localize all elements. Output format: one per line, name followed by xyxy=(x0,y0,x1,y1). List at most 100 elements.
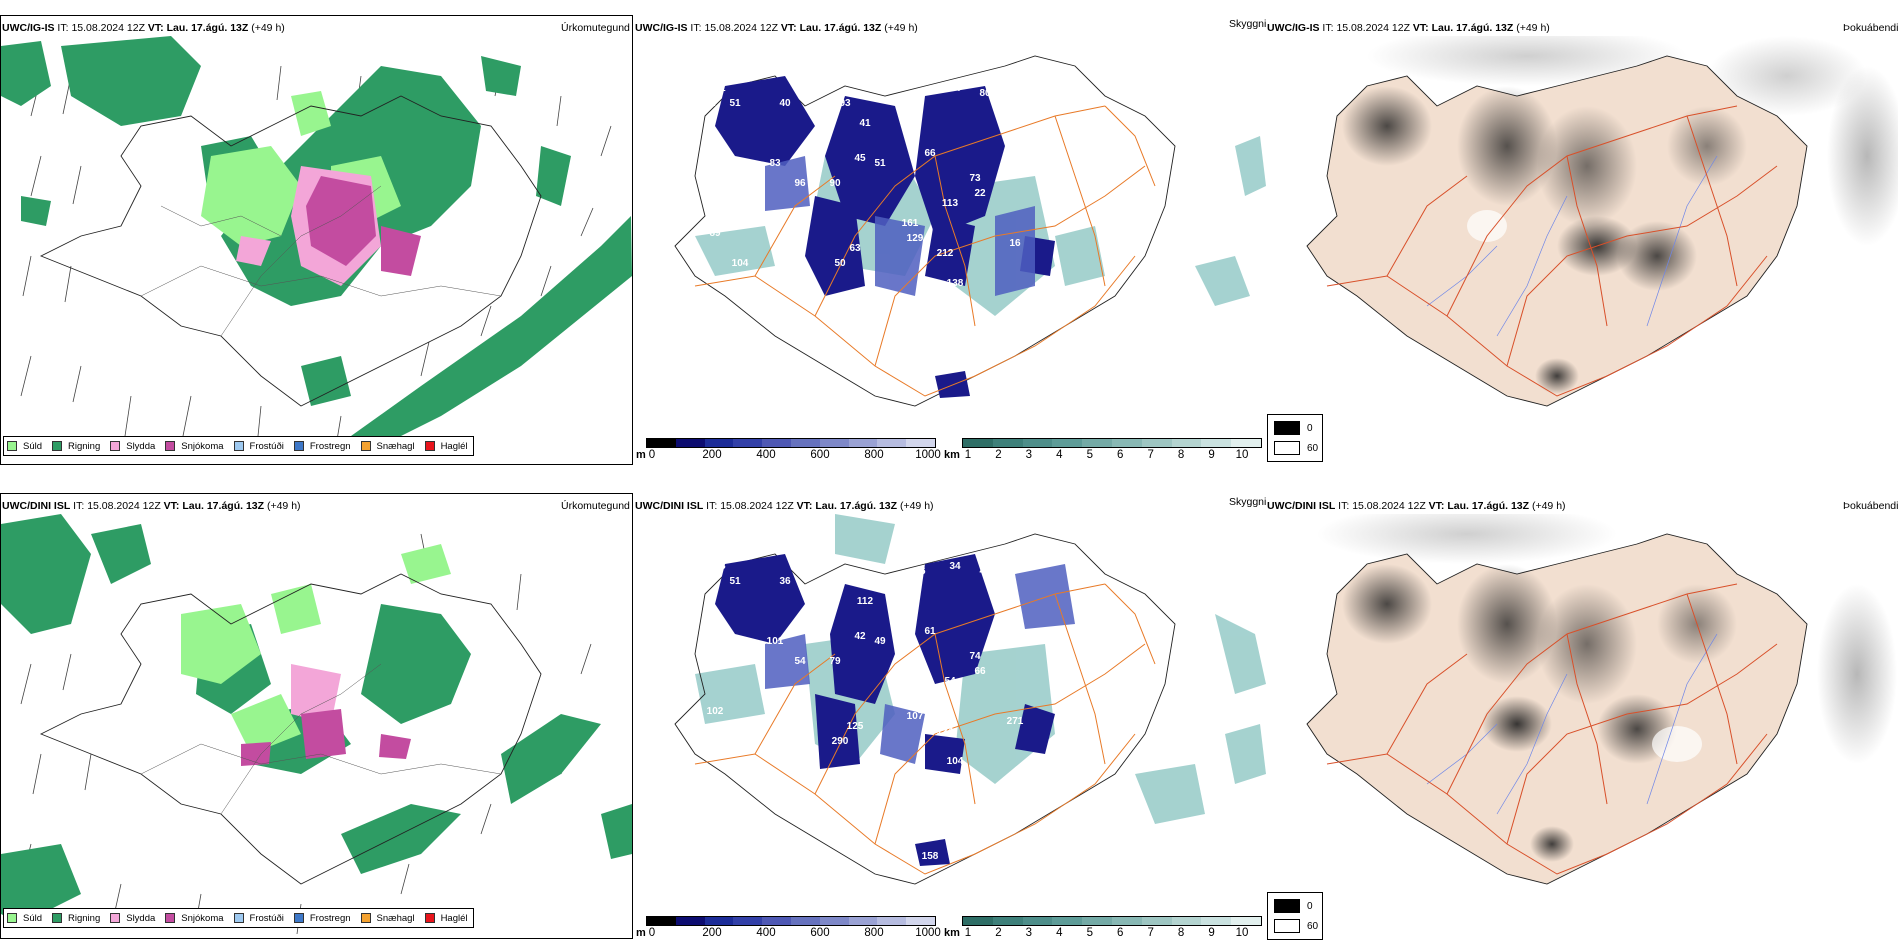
scale-color-cell xyxy=(1201,917,1232,925)
fog-header: UWC/IG-IS IT: 15.08.2024 12Z VT: Lau. 17… xyxy=(1267,22,1550,34)
legend-item: Frostúði xyxy=(233,913,284,924)
scale-tick-label: 1 xyxy=(964,927,972,939)
cloud-base-value: 22 xyxy=(974,188,986,199)
legend-swatch xyxy=(233,913,244,923)
cloudbase-scale: m 0 200 400 600 800 1000 xyxy=(636,916,941,942)
scale-tick-label: 800 xyxy=(864,927,884,939)
low-cloud-areas xyxy=(715,76,1055,398)
cloud-base-value: 40 xyxy=(779,98,791,109)
scale-color-cell xyxy=(1171,917,1202,925)
scale-tick-label: 600 xyxy=(810,927,830,939)
scale-color-cell xyxy=(963,917,993,925)
scale-color-cell xyxy=(704,917,734,925)
cloud-base-value: 41 xyxy=(1089,536,1101,547)
scale-tick-label: 2 xyxy=(995,927,1002,939)
roads xyxy=(694,105,1156,397)
cloud-base-value: 74 xyxy=(969,651,981,662)
fog-legend-swatch xyxy=(1274,899,1300,913)
cloud-header: UWC/IG-IS IT: 15.08.2024 12Z VT: Lau. 17… xyxy=(635,22,918,34)
cloud-base-value: 212 xyxy=(937,248,954,259)
legend-swatch xyxy=(52,913,63,923)
roads xyxy=(694,583,1156,875)
legend-swatch xyxy=(424,913,435,923)
scale-tick-label: 600 xyxy=(810,449,830,461)
precip-legend: Súld Rigning Slydda Snjókoma Frostúði Fr… xyxy=(3,436,474,456)
fog-legend-swatch xyxy=(1274,421,1300,435)
cloud-base-value: 54 xyxy=(944,676,956,687)
cloud-base-value: 63 xyxy=(849,243,861,254)
scale-color-cell xyxy=(1231,917,1261,925)
scale-color-cell xyxy=(992,439,1023,447)
cloudbase-scale-bar xyxy=(646,916,936,926)
cloud-base-value: 125 xyxy=(847,721,864,732)
scale-tick-label: 1 xyxy=(964,449,972,461)
scale-color-cell xyxy=(647,917,676,925)
cloud-base-value: 112 xyxy=(857,596,874,607)
legend-swatch xyxy=(110,913,121,923)
row-1: UWC/IG-IS IT: 15.08.2024 12Z VT: Lau. 17… xyxy=(0,15,1899,465)
legend-swatch xyxy=(293,441,304,451)
cloud-base-value: 54 xyxy=(794,656,806,667)
scale-tick-label: 400 xyxy=(756,449,776,461)
scale-tick-label: 4 xyxy=(1056,927,1063,939)
cloud-base-value: 43 xyxy=(924,373,936,384)
legend-swatch xyxy=(424,441,435,451)
cloud-base-value: 49 xyxy=(874,636,886,647)
fog-indicator-areas xyxy=(1342,564,1737,862)
cloud-base-value: 124 xyxy=(937,726,954,737)
cloud-base-value: 158 xyxy=(922,851,939,862)
scale-tick-label: 400 xyxy=(756,927,776,939)
scale-color-cell xyxy=(1082,439,1112,447)
scale-tick-label: 2 xyxy=(995,449,1002,461)
cloud-base-value: 68 xyxy=(749,546,761,557)
scale-tick-label: 9 xyxy=(1208,927,1215,939)
scale-color-cell xyxy=(733,439,763,447)
scale-color-cell xyxy=(1082,917,1112,925)
scale-color-cell xyxy=(1141,917,1172,925)
cloud-base-value: 101 xyxy=(767,636,784,647)
roads xyxy=(1326,583,1778,875)
cloud-base-value: 104 xyxy=(947,756,964,767)
fog-legend-row: 0 xyxy=(1274,899,1313,913)
cloud-base-value: 46 xyxy=(1034,546,1046,557)
scale-color-cell xyxy=(1022,439,1053,447)
drizzle-areas xyxy=(181,544,451,754)
scale-color-cell xyxy=(963,439,993,447)
cloud-base-value: 102 xyxy=(707,706,724,717)
legend-item: Slydda xyxy=(110,441,155,452)
precip-header: UWC/DINI ISL IT: 15.08.2024 12Z VT: Lau.… xyxy=(2,500,301,512)
iceland-outline xyxy=(674,533,1176,885)
legend-swatch xyxy=(233,441,244,451)
fog-legend-row: 60 xyxy=(1274,919,1318,933)
scale-color-cell xyxy=(1201,439,1232,447)
scale-tick-label: 8 xyxy=(1177,449,1185,461)
legend-item: Súld xyxy=(7,913,42,924)
sea-fog xyxy=(1317,514,1897,764)
cloud-base-value: 50 xyxy=(834,258,846,269)
cloud-base-value: 37 xyxy=(749,68,761,79)
cloud-base-value: 94 xyxy=(734,736,746,747)
scale-tick-label: 1000 xyxy=(915,927,941,939)
cloud-base-value: 66 xyxy=(974,666,986,677)
roads-outline xyxy=(140,185,502,337)
legend-item: Súld xyxy=(7,441,42,452)
scale-tick-label: 200 xyxy=(702,927,722,939)
cloud-base-value: 129 xyxy=(907,233,924,244)
cloud-base-value: 86 xyxy=(709,651,721,662)
scale-tick-label: 0 xyxy=(648,927,656,939)
iceland-outline xyxy=(674,55,1176,407)
scale-color-cell xyxy=(877,917,907,925)
scale-tick-label: 9 xyxy=(1208,449,1215,461)
legend-swatch xyxy=(7,441,17,451)
scale-color-cell xyxy=(790,917,820,925)
cloud-base-value: 91 xyxy=(714,83,726,94)
scale-color-cell xyxy=(1052,439,1083,447)
cloud-base-value: 54 xyxy=(949,83,961,94)
cloudbase-scale-bar xyxy=(646,438,936,448)
legend-item: Snjókoma xyxy=(165,913,224,924)
cloud-base-value: 51 xyxy=(874,158,886,169)
legend-swatch xyxy=(293,913,304,923)
visibility-scale: km 1 2 3 4 5 6 7 8 9 10 xyxy=(944,438,1264,464)
fog-title: Þokuábendi xyxy=(1843,22,1899,34)
